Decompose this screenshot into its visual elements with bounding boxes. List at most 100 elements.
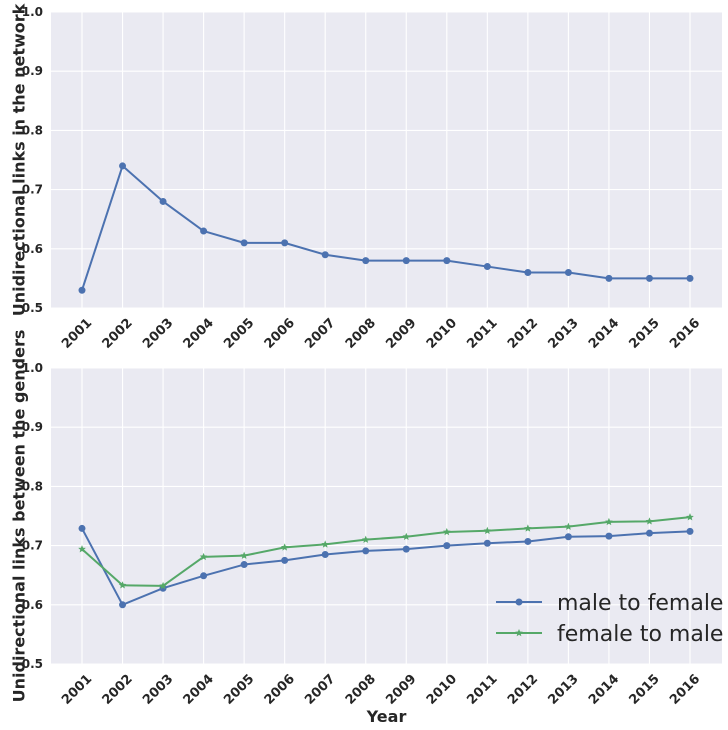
- data-point: [281, 556, 289, 564]
- data-point: [645, 274, 653, 282]
- x-tick-label: 2012: [505, 672, 541, 708]
- legend-marker-star: [515, 629, 523, 637]
- data-point: [200, 227, 208, 235]
- x-tick-label: 2007: [302, 672, 338, 708]
- data-point-star: [686, 513, 694, 521]
- y-tick-label: 0.7: [22, 539, 43, 553]
- y-tick-label: 0.5: [22, 301, 43, 315]
- y-tick-label: 1.0: [22, 5, 43, 19]
- plot-area: [51, 12, 722, 308]
- data-point: [240, 561, 248, 569]
- x-tick-label: 2003: [140, 672, 176, 708]
- x-tick-label: 2013: [545, 672, 581, 708]
- x-tick-label: 2008: [343, 672, 379, 708]
- legend-marker: [515, 598, 523, 606]
- data-point-star: [443, 527, 451, 536]
- data-point: [524, 537, 532, 545]
- x-tick-label: 2014: [586, 316, 622, 352]
- x-tick-label: 2014: [586, 672, 622, 708]
- x-tick-label: 2004: [181, 672, 217, 708]
- x-tick-label: 2012: [505, 316, 541, 352]
- data-point-star: [645, 517, 654, 525]
- x-tick-label: 2016: [667, 316, 703, 352]
- series-line-female-to-male: [81, 516, 691, 587]
- data-point-star: [199, 552, 208, 561]
- x-tick-label: 2009: [383, 672, 419, 708]
- y-tick-label: 1.0: [22, 361, 43, 375]
- data-point: [686, 274, 694, 282]
- data-point-star: [605, 517, 613, 526]
- data-point-star: [564, 522, 573, 530]
- data-point-star: [159, 581, 167, 590]
- data-point: [686, 527, 694, 535]
- data-point: [605, 532, 613, 540]
- data-point-star: [240, 551, 248, 559]
- y-axis-label: Unidirectional links between the genders: [10, 330, 29, 703]
- data-point: [645, 529, 653, 537]
- data-point-star: [321, 540, 329, 548]
- y-tick-label: 0.5: [22, 657, 43, 671]
- data-point: [362, 547, 370, 555]
- data-point: [321, 251, 329, 259]
- x-tick-label: 2013: [545, 316, 581, 352]
- x-tick-label: 2006: [262, 316, 298, 352]
- data-point: [605, 274, 613, 282]
- y-tick-label: 0.8: [22, 123, 43, 137]
- x-tick-label: 2011: [464, 316, 500, 352]
- x-tick-label: 2006: [262, 672, 298, 708]
- x-tick-label: 2016: [667, 672, 703, 708]
- y-axis-label: Unidirectional links in the network: [10, 3, 29, 316]
- x-tick-label: 2010: [424, 316, 460, 352]
- x-tick-label: 2007: [302, 316, 338, 352]
- data-point: [119, 601, 127, 609]
- y-tick-label: 0.7: [22, 183, 43, 197]
- data-point: [321, 550, 329, 558]
- data-point: [564, 533, 572, 541]
- series-line-male-to-female: [81, 527, 691, 606]
- x-tick-label: 2001: [59, 316, 95, 352]
- series-line-1: [81, 164, 690, 291]
- data-point: [362, 257, 370, 265]
- data-point-star: [118, 581, 127, 589]
- data-point-star: [280, 543, 289, 551]
- data-point-star: [402, 532, 411, 540]
- x-tick-label: 2003: [140, 316, 176, 352]
- x-tick-label: 2001: [59, 672, 95, 708]
- y-tick-label: 0.9: [22, 420, 43, 434]
- data-point: [240, 239, 248, 247]
- x-axis-label: Year: [366, 707, 407, 726]
- data-point: [483, 263, 491, 271]
- data-point: [119, 162, 127, 170]
- x-tick-label: 2008: [343, 316, 379, 352]
- data-point-star: [78, 545, 86, 553]
- data-point: [564, 268, 572, 276]
- x-tick-label: 2004: [181, 316, 217, 352]
- y-tick-label: 0.9: [22, 64, 43, 78]
- x-tick-label: 2002: [100, 316, 136, 352]
- data-point: [78, 286, 86, 294]
- legend-label: female to male: [557, 622, 723, 647]
- data-point: [281, 239, 289, 247]
- data-point: [78, 524, 86, 532]
- x-tick-label: 2005: [221, 316, 257, 352]
- x-tick-label: 2005: [221, 672, 257, 708]
- data-point: [402, 257, 410, 265]
- data-point: [402, 545, 410, 553]
- x-tick-label: 2002: [100, 672, 136, 708]
- data-point: [443, 542, 451, 550]
- data-point-star: [524, 524, 532, 532]
- plot-area: [51, 368, 722, 664]
- data-point: [443, 257, 451, 265]
- data-point-star: [361, 535, 370, 543]
- x-tick-label: 2009: [383, 316, 419, 352]
- y-tick-label: 0.6: [22, 598, 43, 612]
- x-tick-label: 2011: [464, 672, 500, 708]
- legend-label: male to female: [557, 591, 723, 616]
- y-tick-label: 0.8: [22, 479, 43, 493]
- x-tick-label: 2015: [627, 672, 663, 708]
- x-tick-label: 2010: [424, 672, 460, 708]
- data-point: [159, 197, 167, 205]
